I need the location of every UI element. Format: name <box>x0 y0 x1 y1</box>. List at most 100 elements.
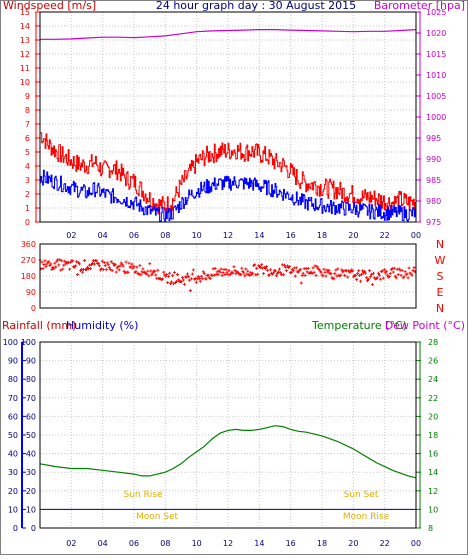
compass-label: E <box>437 286 444 299</box>
direction-point <box>123 271 127 275</box>
direction-point <box>71 259 75 263</box>
direction-point <box>88 267 92 271</box>
direction-point <box>340 268 344 272</box>
direction-point <box>151 271 155 275</box>
temperature-line <box>39 425 417 479</box>
humidity-tick-label: 60 <box>26 412 36 421</box>
wind-x-tick-label: 22 <box>380 231 390 240</box>
temperature-tick-label: 8 <box>428 524 433 533</box>
direction-point <box>262 272 266 276</box>
humidity-tick-label: 70 <box>26 394 36 403</box>
direction-point <box>63 259 67 263</box>
direction-point <box>117 268 121 272</box>
wind-x-tick-label: 00 <box>411 231 421 240</box>
direction-point <box>190 272 194 276</box>
direction-point <box>266 268 270 272</box>
wind-x-tick-label: 16 <box>286 231 296 240</box>
windspeed-tick-label: 2 <box>25 190 30 199</box>
direction-point <box>149 269 153 273</box>
direction-point <box>244 267 248 271</box>
direction-point <box>60 259 64 263</box>
humidity-tick-label: 0 <box>31 524 36 533</box>
direction-point <box>141 267 145 271</box>
direction-point <box>243 274 247 278</box>
lower-x-tick-label: 22 <box>380 539 390 548</box>
direction-point <box>301 271 305 275</box>
windspeed-tick-label: 6 <box>25 134 30 143</box>
direction-point <box>126 270 130 274</box>
direction-point <box>360 272 364 276</box>
direction-point <box>322 267 326 271</box>
direction-point <box>233 269 237 273</box>
moon-rise-label: Moon Rise <box>343 512 390 522</box>
direction-point <box>253 263 257 267</box>
direction-point <box>102 261 106 265</box>
direction-point <box>164 274 168 278</box>
direction-point <box>384 269 388 273</box>
direction-point <box>109 260 113 264</box>
direction-point <box>382 268 386 272</box>
direction-point <box>291 269 295 273</box>
direction-point <box>383 271 387 275</box>
wind-x-tick-label: 06 <box>129 231 139 240</box>
direction-point <box>122 269 126 273</box>
direction-point <box>107 265 111 269</box>
direction-point <box>140 270 144 274</box>
direction-point <box>108 267 112 271</box>
direction-point <box>363 270 367 274</box>
direction-point <box>94 259 98 263</box>
direction-point <box>131 266 135 270</box>
windspeed-tick-label: 13 <box>20 36 30 45</box>
direction-point <box>294 266 298 270</box>
direction-point <box>387 274 391 278</box>
direction-point <box>187 278 191 282</box>
direction-point <box>177 278 181 282</box>
humidity-tick-label: 30 <box>26 468 36 477</box>
direction-point <box>197 277 201 281</box>
humidity-tick-label: 80 <box>26 375 36 384</box>
compass-label: W <box>435 254 446 267</box>
direction-point <box>305 270 309 274</box>
direction-tick-label: 180 <box>21 272 36 281</box>
direction-tick-label: 360 <box>21 240 36 249</box>
direction-point <box>116 265 120 269</box>
direction-point <box>165 273 169 277</box>
direction-point <box>388 272 392 276</box>
windspeed-tick-label: 11 <box>20 64 30 73</box>
direction-point <box>327 268 331 272</box>
temperature-tick-label: 18 <box>428 431 438 440</box>
direction-point <box>406 276 410 280</box>
direction-point <box>367 269 371 273</box>
direction-point <box>199 274 203 278</box>
windspeed-axis-title: Windspeed [m/s] <box>3 0 96 12</box>
direction-point <box>170 280 174 284</box>
direction-point <box>403 270 407 274</box>
direction-point <box>76 272 80 276</box>
windspeed-tick-label: 9 <box>25 92 30 101</box>
direction-point <box>280 263 284 267</box>
direction-point <box>311 266 315 270</box>
direction-point <box>375 276 379 280</box>
direction-point <box>185 272 189 276</box>
direction-point <box>189 277 193 281</box>
direction-point <box>130 262 134 266</box>
direction-point <box>173 270 177 274</box>
wind-x-tick-label: 14 <box>254 231 264 240</box>
direction-point <box>333 272 337 276</box>
rainfall-tick-label: 80 <box>8 375 18 384</box>
direction-point <box>48 263 52 267</box>
rainfall-tick-label: 30 <box>8 468 18 477</box>
direction-point <box>138 264 142 268</box>
direction-point <box>300 273 304 277</box>
rainfall-axis-title: Rainfall (mm) <box>2 319 76 332</box>
direction-point <box>100 259 104 263</box>
direction-point <box>41 267 45 271</box>
direction-point <box>200 277 204 281</box>
direction-point <box>57 263 61 267</box>
direction-point <box>145 272 149 276</box>
direction-point <box>319 270 323 274</box>
temperature-tick-label: 14 <box>428 468 438 477</box>
direction-point <box>361 269 365 273</box>
